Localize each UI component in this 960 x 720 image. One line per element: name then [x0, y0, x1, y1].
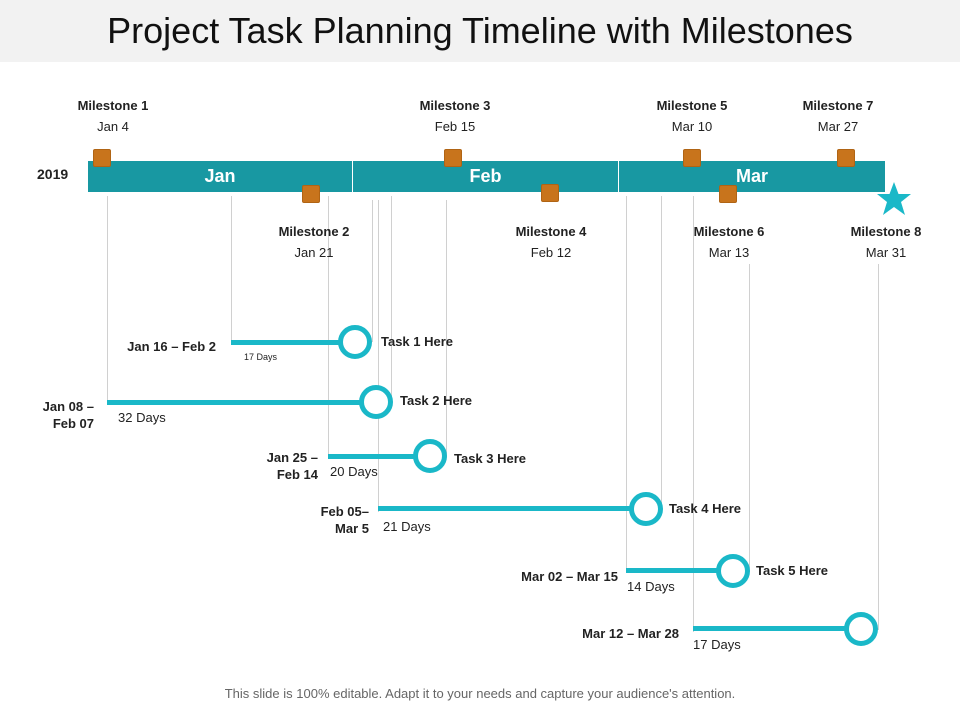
task-4-bar — [378, 506, 633, 511]
title-bar — [0, 0, 960, 62]
milestone-7-label: Milestone 7 Mar 27 — [768, 95, 908, 137]
task-5-end-circle — [716, 554, 750, 588]
page-title: Project Task Planning Timeline with Mile… — [107, 10, 853, 51]
milestone-name: Milestone 8 — [850, 224, 922, 239]
milestone-6-marker — [719, 185, 737, 203]
task-2-bar — [107, 400, 362, 405]
milestone-name: Milestone 2 — [278, 224, 350, 239]
task-3-bar — [328, 454, 418, 459]
milestone-name: Milestone 1 — [77, 98, 149, 113]
task-4-name: Task 4 Here — [669, 501, 742, 516]
task-2-days: 32 Days — [118, 410, 166, 425]
milestone-2-label: Milestone 2 Jan 21 — [244, 221, 384, 263]
task-2-end-circle — [359, 385, 393, 419]
milestone-date: Mar 10 — [671, 119, 713, 134]
milestone-date: Feb 15 — [434, 119, 476, 134]
milestone-5-label: Milestone 5 Mar 10 — [622, 95, 762, 137]
milestone-3-marker — [444, 149, 462, 167]
task-5-name: Task 5 Here — [756, 563, 829, 578]
task-3-days: 20 Days — [330, 464, 378, 479]
year-label: 2019 — [37, 166, 69, 182]
milestone-date: Feb 12 — [530, 245, 572, 260]
milestone-date: Jan 4 — [97, 119, 129, 134]
guide-line — [749, 264, 750, 572]
task-1-name: Task 1 Here — [381, 334, 454, 349]
guide-line — [328, 196, 329, 458]
milestone-date: Mar 27 — [817, 119, 859, 134]
guide-line — [372, 200, 373, 342]
task-5-bar — [626, 568, 720, 573]
task-1-range: Jan 16 – Feb 2 — [127, 339, 216, 354]
milestone-name: Milestone 3 — [419, 98, 491, 113]
milestone-1-label: Milestone 1 Jan 4 — [43, 95, 183, 137]
milestone-4-marker — [541, 184, 559, 202]
task-5-range: Mar 02 – Mar 15 — [521, 569, 618, 584]
milestone-name: Milestone 5 — [656, 98, 728, 113]
milestone-name: Milestone 6 — [693, 224, 765, 239]
guide-line — [378, 200, 379, 512]
milestone-7-marker — [837, 149, 855, 167]
task-6-end-circle — [844, 612, 878, 646]
guide-line — [626, 196, 627, 571]
milestone-3-label: Milestone 3 Feb 15 — [385, 95, 525, 137]
task-3-range: Jan 25 – Feb 14 — [266, 450, 318, 482]
task-1-end-circle — [338, 325, 372, 359]
milestone-1-marker — [93, 149, 111, 167]
milestone-5-marker — [683, 149, 701, 167]
task-4-days: 21 Days — [383, 519, 431, 534]
guide-line — [878, 264, 879, 630]
guide-line — [391, 196, 392, 402]
milestone-6-label: Milestone 6 Mar 13 — [659, 221, 799, 263]
task-4-end-circle — [629, 492, 663, 526]
task-2-name: Task 2 Here — [400, 393, 473, 408]
milestone-date: Jan 21 — [294, 245, 334, 260]
guide-line — [661, 196, 662, 510]
task-6-bar — [693, 626, 848, 631]
task-2-range: Jan 08 – Feb 07 — [42, 399, 94, 431]
milestone-4-label: Milestone 4 Feb 12 — [481, 221, 621, 263]
guide-line — [693, 196, 694, 632]
guide-line — [231, 196, 232, 344]
task-1-bar — [231, 340, 343, 345]
milestone-date: Mar 13 — [708, 245, 750, 260]
milestone-date: Mar 31 — [865, 245, 907, 260]
milestone-name: Milestone 4 — [515, 224, 587, 239]
task-6-range: Mar 12 – Mar 28 — [582, 626, 679, 641]
milestone-name: Milestone 7 — [802, 98, 874, 113]
milestone-8-label: Milestone 8 Mar 31 — [816, 221, 956, 263]
task-6-days: 17 Days — [693, 637, 741, 652]
footer-note: This slide is 100% editable. Adapt it to… — [224, 686, 736, 701]
month-band-feb: Feb — [353, 161, 618, 192]
guide-line — [446, 200, 447, 458]
milestone-2-marker — [302, 185, 320, 203]
guide-line — [107, 196, 108, 404]
star-icon — [877, 182, 911, 215]
task-5-days: 14 Days — [627, 579, 675, 594]
task-3-end-circle — [413, 439, 447, 473]
task-4-range: Feb 05– Mar 5 — [320, 504, 369, 536]
task-3-name: Task 3 Here — [454, 451, 527, 466]
task-1-days: 17 Days — [244, 352, 278, 362]
